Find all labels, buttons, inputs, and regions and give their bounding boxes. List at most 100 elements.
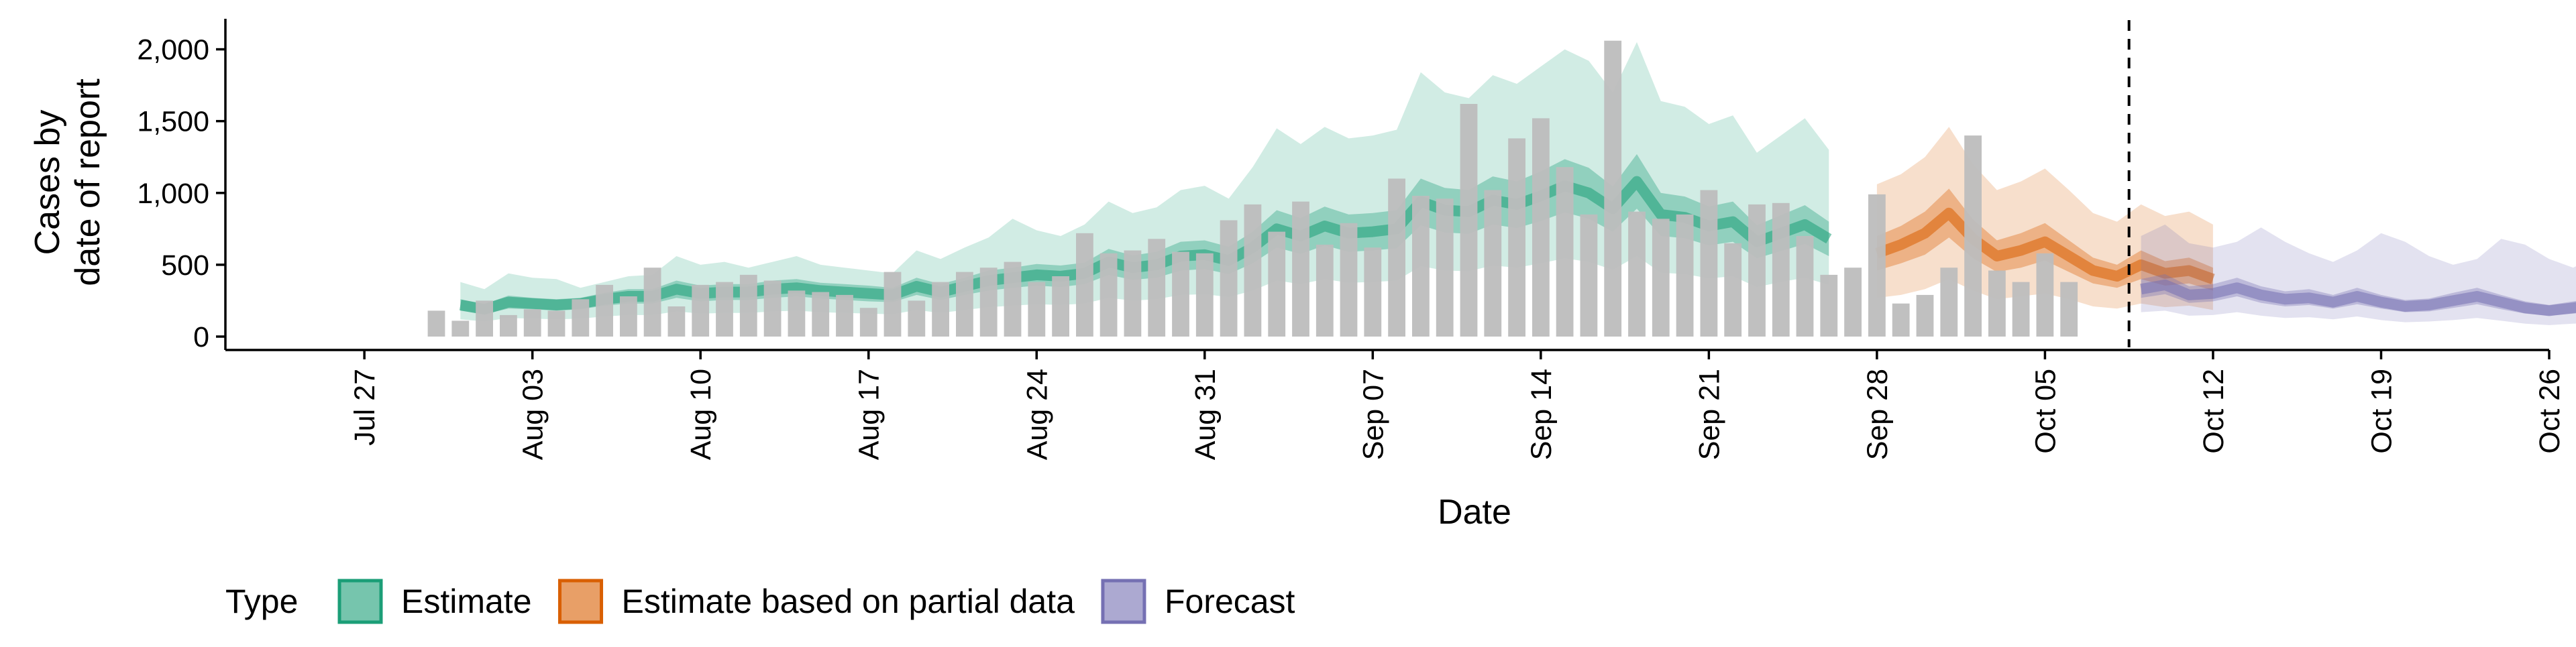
legend: Type Estimate Estimate based on partial da… xyxy=(225,579,1295,624)
case-bar xyxy=(1604,40,1622,337)
median-estimate-based-on-partial-data xyxy=(1875,207,2215,284)
axes-layer: 0 500 1,000 1,500 2,000 Jul 27 Aug 03 Aug 10 Aug… xyxy=(28,19,2566,532)
median-estimate xyxy=(459,176,1832,315)
case-bar xyxy=(547,310,566,337)
x-tick-label: Aug 24 xyxy=(1021,369,1053,460)
x-tick-label: Aug 17 xyxy=(853,369,885,460)
x-tick-label: Aug 31 xyxy=(1189,369,1222,460)
case-bar xyxy=(1388,178,1405,337)
y-tick-label: 2,000 xyxy=(137,34,209,66)
case-bar xyxy=(1772,202,1790,337)
case-bar xyxy=(1244,204,1262,337)
y-axis-title: Cases bydate of report xyxy=(28,78,107,286)
y-tick-label: 500 xyxy=(161,249,209,282)
case-bar xyxy=(1628,211,1646,337)
case-bar xyxy=(716,282,733,337)
case-bar xyxy=(1964,135,1982,337)
y-tick-label: 1,500 xyxy=(137,106,209,138)
case-bar xyxy=(1652,219,1670,337)
x-tick-label: Sep 21 xyxy=(1693,369,1725,460)
case-bar xyxy=(763,280,782,337)
legend-label-estimate-based-on-partial-data: Estimate based on partial data xyxy=(622,583,1075,620)
case-bar xyxy=(1148,239,1166,337)
case-bar xyxy=(956,272,973,337)
case-bar xyxy=(932,282,949,337)
x-tick-label: Sep 07 xyxy=(1357,369,1389,460)
case-bar xyxy=(1099,253,1118,337)
case-bar xyxy=(788,290,806,337)
case-bar xyxy=(596,284,613,337)
case-bar xyxy=(908,300,926,337)
case-bar xyxy=(427,310,445,337)
case-bars-layer xyxy=(427,40,2078,337)
case-bar xyxy=(1004,261,1022,337)
case-bar xyxy=(1796,236,1814,337)
case-bar xyxy=(1052,276,1069,337)
case-bar xyxy=(1580,214,1598,337)
case-bar xyxy=(643,268,661,337)
legend-swatch-estimate xyxy=(337,579,383,624)
case-bar xyxy=(1724,243,1742,337)
case-bar xyxy=(859,308,877,337)
x-axis-title: Date xyxy=(1438,493,1511,532)
case-bar xyxy=(1195,253,1214,337)
legend-label-forecast: Forecast xyxy=(1165,583,1295,620)
case-bar xyxy=(572,299,590,337)
case-bar xyxy=(979,268,998,337)
case-bar xyxy=(883,272,902,337)
case-bar xyxy=(692,284,710,337)
case-bar xyxy=(523,309,541,337)
case-bar xyxy=(1076,233,1093,337)
case-bar xyxy=(1316,244,1334,337)
x-tick-label: Jul 27 xyxy=(349,369,381,446)
case-bar xyxy=(1868,194,1886,337)
case-bar xyxy=(2060,282,2078,337)
case-bar xyxy=(1748,204,1766,337)
case-bar xyxy=(1220,220,1238,337)
x-tick-label: Oct 05 xyxy=(2029,369,2061,454)
case-bar xyxy=(1292,201,1309,337)
case-bar xyxy=(1916,294,1934,337)
case-bar xyxy=(667,306,686,337)
case-bar xyxy=(1556,167,1574,337)
x-tick-label: Aug 03 xyxy=(517,369,549,460)
legend-swatch-forecast xyxy=(1101,579,1146,624)
x-tick-label: Oct 19 xyxy=(2366,369,2398,454)
x-tick-label: Oct 26 xyxy=(2534,369,2566,454)
case-bar xyxy=(1892,303,1910,337)
legend-title: Type xyxy=(225,583,298,620)
x-tick-label: Oct 12 xyxy=(2198,369,2230,454)
case-bar xyxy=(1436,198,1454,337)
case-bar xyxy=(1820,274,1838,337)
case-bar xyxy=(1700,190,1718,337)
x-tick-label: Sep 14 xyxy=(1525,369,1558,460)
case-bar xyxy=(1940,268,1958,337)
case-bar xyxy=(1124,250,1142,337)
case-bar xyxy=(1676,214,1694,337)
y-tick-label: 0 xyxy=(193,321,209,353)
case-bar xyxy=(1844,268,1862,337)
case-bar xyxy=(2036,253,2054,337)
case-bar xyxy=(1484,190,1502,337)
legend-label-estimate: Estimate xyxy=(401,583,532,620)
case-bar xyxy=(836,294,853,337)
y-axis-title-line: date of report xyxy=(68,78,107,286)
case-bar xyxy=(1364,247,1382,337)
x-tick-label: Sep 28 xyxy=(1862,369,1894,460)
case-bar xyxy=(1268,231,1286,337)
case-bar xyxy=(620,296,637,337)
case-bar xyxy=(1508,138,1525,337)
case-bar xyxy=(1172,251,1189,337)
legend-swatch-estimate-based-on-partial-data xyxy=(558,579,604,624)
case-bar xyxy=(1412,196,1430,337)
case-bar xyxy=(1028,282,1046,337)
case-bar xyxy=(1988,270,2006,337)
case-bar xyxy=(1460,104,1478,337)
case-bar xyxy=(739,274,757,337)
case-bar xyxy=(476,300,493,337)
case-bar xyxy=(1532,118,1550,337)
x-tick-label: Aug 10 xyxy=(685,369,717,460)
case-bar xyxy=(2012,282,2030,337)
